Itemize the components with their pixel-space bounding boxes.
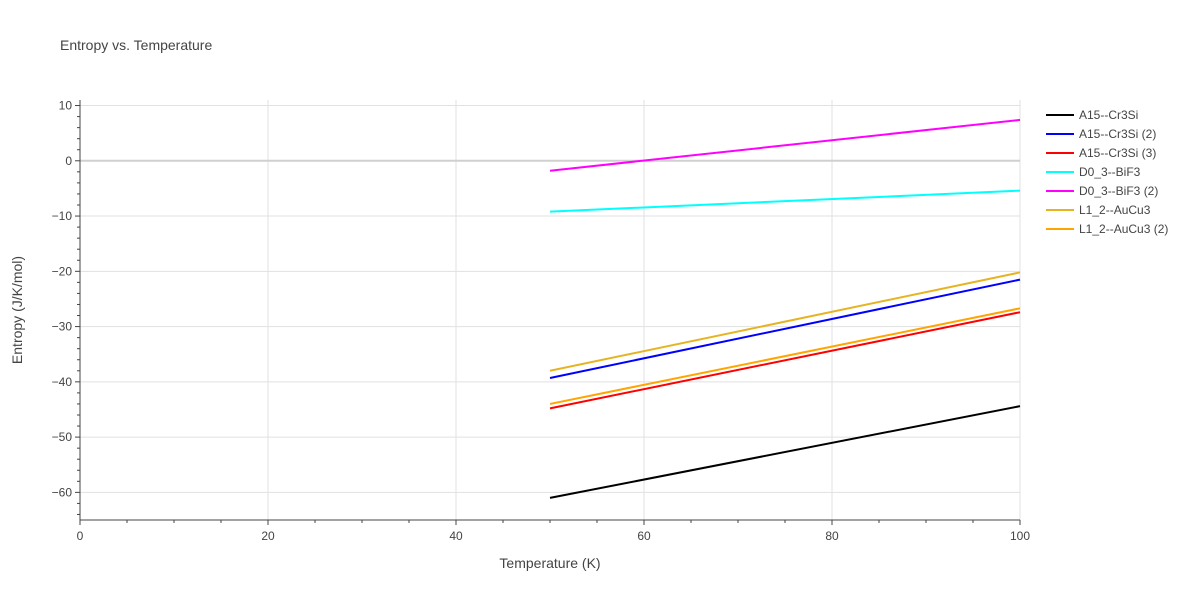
y-tick-label: −40 <box>52 375 73 389</box>
series-line-6 <box>549 271 1021 372</box>
legend: A15--Cr3Si A15--Cr3Si (2) A15--Cr3Si (3) D0… <box>1046 108 1168 236</box>
legend-item-label: D0_3--BiF3 <box>1079 165 1141 179</box>
series-line-1 <box>549 405 1021 499</box>
series-line-3 <box>549 311 1021 410</box>
x-tick-label: 80 <box>825 529 839 543</box>
y-tick-label: −50 <box>52 430 73 444</box>
y-tick-label: −20 <box>52 264 73 278</box>
series-line-7 <box>549 307 1021 405</box>
legend-item-label: D0_3--BiF3 (2) <box>1079 184 1158 198</box>
legend-item-label: A15--Cr3Si (2) <box>1079 127 1156 141</box>
x-tick-label: 40 <box>449 529 463 543</box>
x-tick-label: 100 <box>1010 529 1030 543</box>
axes: 0 20 40 60 80 100 −60 −50 −40 −30 −20 −10 0 10 <box>52 99 1031 543</box>
y-tick-label: −30 <box>52 320 73 334</box>
legend-item-label: A15--Cr3Si (3) <box>1079 146 1156 160</box>
legend-item-label: A15--Cr3Si <box>1079 108 1138 122</box>
legend-item-label: L1_2--AuCu3 <box>1079 203 1151 217</box>
x-tick-label: 60 <box>637 529 651 543</box>
y-axis-title: Entropy (J/K/mol) <box>9 256 25 364</box>
x-tick-label: 20 <box>261 529 275 543</box>
series-line-4 <box>549 189 1021 213</box>
series-line-5 <box>549 118 1021 172</box>
grid <box>80 100 1021 520</box>
x-axis-title: Temperature (K) <box>499 555 600 571</box>
series-lines <box>549 118 1021 499</box>
y-tick-label: 0 <box>65 154 72 168</box>
chart-title: Entropy vs. Temperature <box>60 37 212 53</box>
y-tick-label: −10 <box>52 209 73 223</box>
y-tick-label: −60 <box>52 485 73 499</box>
x-tick-label: 0 <box>77 529 84 543</box>
series-line-2 <box>549 278 1021 379</box>
legend-item-label: L1_2--AuCu3 (2) <box>1079 222 1168 236</box>
y-tick-label: 10 <box>59 99 73 113</box>
